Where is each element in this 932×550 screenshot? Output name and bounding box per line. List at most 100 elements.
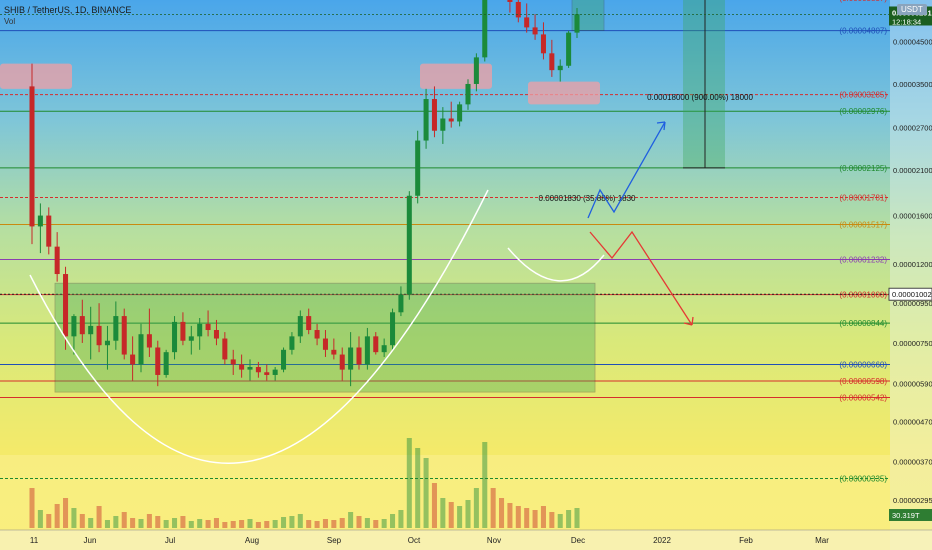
y-tick-20: 0.00000470	[893, 418, 932, 427]
volume-bar-41	[373, 520, 379, 528]
candle-body-62	[549, 53, 555, 71]
volume-bar-63	[557, 514, 563, 528]
volume-bar-10	[113, 516, 119, 528]
volume-bar-7	[88, 518, 94, 528]
candle-body-0	[29, 86, 35, 227]
volume-bar-56	[499, 498, 505, 528]
y-tick-21: 0.00000370	[893, 458, 932, 467]
level-label-14: (0.00000660)	[839, 360, 887, 369]
volume-bar-12	[130, 518, 136, 528]
candle-body-63	[557, 65, 563, 71]
blue-projection	[587, 121, 666, 219]
measure-large-label: 0.00018000 (900.00%) 18000	[647, 93, 753, 102]
candle-body-57	[507, 0, 513, 2]
level-label-7: (0.00002976)	[839, 107, 887, 116]
candle-body-16	[163, 352, 169, 375]
volume-bar-25	[239, 520, 245, 528]
y-tick-19: 0.00000590	[893, 379, 932, 388]
volume-bar-64	[566, 510, 572, 528]
volume-bar-47	[423, 458, 429, 528]
cup-curve-large	[29, 189, 489, 464]
volume-bar-39	[356, 516, 362, 528]
volume-bar-37	[339, 518, 345, 528]
supply-zone-2	[528, 81, 600, 105]
volume-bar-19	[188, 521, 194, 528]
target-box	[683, 0, 725, 168]
volume-bar-15	[155, 516, 161, 528]
symbol-title[interactable]: SHIB / TetherUS, 1D, BINANCE	[4, 5, 132, 15]
candle-body-1	[37, 215, 43, 227]
volume-bar-22	[213, 518, 219, 528]
level-label-16: (0.00000542)	[839, 394, 887, 403]
x-tick-10: Mar	[815, 536, 829, 545]
candle-body-42	[381, 345, 387, 353]
volume-bar-11	[121, 512, 127, 528]
crosshair-price-label: 0.00001002	[892, 290, 932, 299]
volume-bar-17	[172, 518, 178, 528]
x-tick-4: Sep	[327, 536, 342, 545]
candle-body-7	[88, 325, 94, 335]
x-tick-8: 2022	[653, 536, 671, 545]
candle-body-40	[364, 336, 370, 365]
volume-bar-52	[465, 500, 471, 528]
candle-body-53	[473, 57, 479, 84]
volume-bar-9	[104, 520, 110, 528]
candle-body-48	[431, 99, 437, 131]
candle-body-13	[138, 334, 144, 365]
x-tick-7: Dec	[571, 536, 585, 545]
volume-label[interactable]: Vol	[4, 17, 16, 26]
candle-body-49	[440, 118, 446, 131]
y-tick-14: 0.00002100	[893, 166, 932, 175]
candle-body-37	[339, 354, 345, 370]
volume-bar-57	[507, 503, 513, 528]
volume-bar-55	[490, 488, 496, 528]
volume-bar-20	[197, 519, 203, 528]
volume-bar-26	[247, 519, 253, 528]
volume-bar-61	[540, 506, 546, 528]
candle-body-3	[54, 246, 60, 275]
y-tick-22: 0.00000295	[893, 496, 932, 505]
volume-bar-59	[524, 508, 530, 528]
volume-bar-6	[79, 514, 85, 528]
candle-body-15	[155, 347, 161, 375]
volume-bar-24	[230, 521, 236, 528]
candle-body-47	[423, 99, 429, 141]
y-tick-17: 0.00000950	[893, 299, 932, 308]
currency-button[interactable]: USDT	[897, 4, 927, 15]
volume-bar-18	[180, 516, 186, 528]
x-tick-1: Jun	[84, 536, 97, 545]
red-arrowhead	[683, 316, 694, 326]
volume-bar-21	[205, 520, 211, 528]
candle-body-23	[222, 338, 228, 360]
y-tick-16: 0.00001200	[893, 260, 932, 269]
volume-bar-13	[138, 519, 144, 528]
x-tick-2: Jul	[165, 536, 175, 545]
candle-body-59	[524, 17, 530, 28]
candle-body-44	[398, 294, 404, 313]
level-label-10: (0.00001517)	[839, 221, 887, 230]
candle-body-51	[457, 104, 463, 122]
candle-body-50	[448, 118, 454, 122]
x-tick-0: 11	[30, 536, 39, 545]
candle-body-6	[79, 316, 85, 335]
x-tick-5: Oct	[408, 536, 421, 545]
candle-body-19	[188, 336, 194, 341]
volume-bar-27	[255, 522, 261, 528]
candle-body-24	[230, 359, 236, 365]
cup-curve-small	[507, 247, 605, 282]
level-label-17: (0.00000335)	[839, 474, 887, 483]
volume-bar-58	[515, 506, 521, 528]
candle-body-65	[574, 14, 580, 33]
volume-bar-40	[364, 518, 370, 528]
candle-body-30	[281, 349, 287, 370]
time-axis-panel	[0, 530, 932, 550]
supply-zone-1	[420, 63, 492, 89]
volume-bar-62	[549, 512, 555, 528]
volume-bar-48	[431, 483, 437, 528]
candle-body-38	[348, 347, 354, 370]
x-tick-3: Aug	[245, 536, 259, 545]
candle-body-45	[406, 195, 412, 295]
level-label-9: (0.00001781)	[839, 194, 887, 203]
